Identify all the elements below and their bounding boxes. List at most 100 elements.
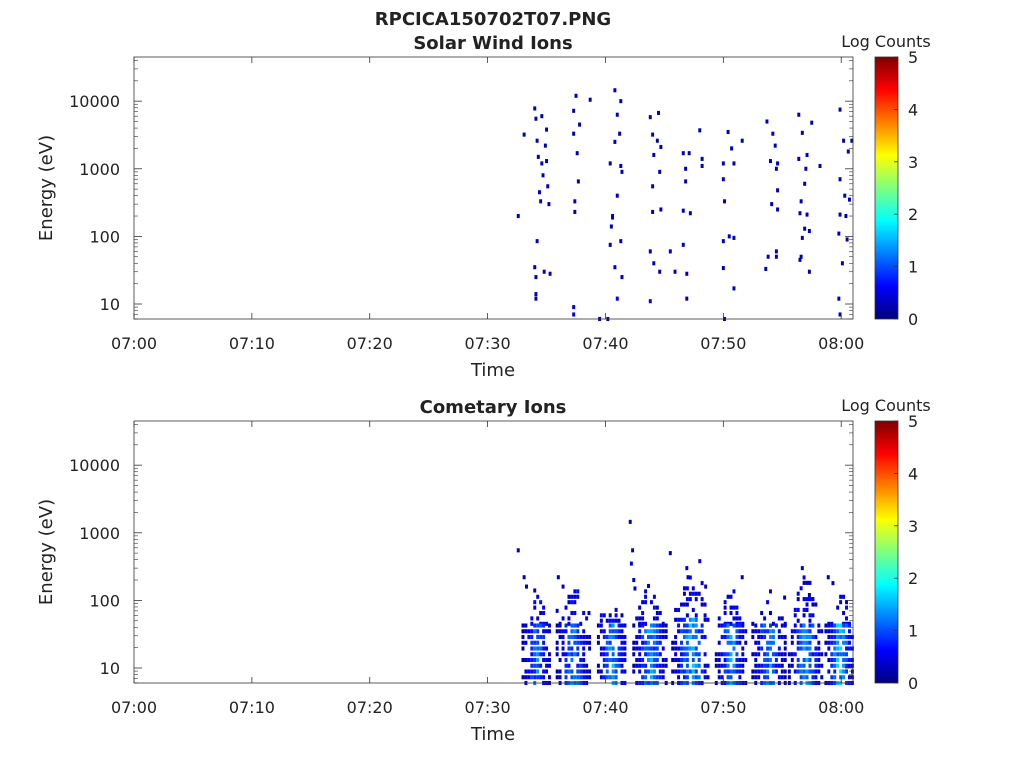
heatmap-cell <box>542 610 546 616</box>
heatmap-cell <box>649 634 653 640</box>
heatmap-cell <box>787 675 791 680</box>
heatmap-cell <box>641 610 645 616</box>
heatmap-cell <box>576 669 580 674</box>
heatmap-cell <box>671 669 675 674</box>
heatmap-cell <box>638 646 642 651</box>
heatmap-cell <box>688 591 692 596</box>
heatmap-cell <box>620 275 624 280</box>
heatmap-cell <box>754 629 758 634</box>
heatmap-cell <box>658 629 662 634</box>
heatmap-cell <box>847 629 851 634</box>
heatmap-cell <box>570 629 574 634</box>
heatmap-cell <box>694 617 698 622</box>
heatmap-cell <box>808 646 812 651</box>
y-axis-label: Energy (eV) <box>36 135 57 241</box>
heatmap-cell <box>661 646 665 651</box>
heatmap-cell <box>697 663 701 668</box>
heatmap-cell <box>721 161 725 166</box>
heatmap-cell <box>548 271 552 276</box>
heatmap-cell <box>842 629 846 634</box>
heatmap-cell <box>680 629 683 634</box>
heatmap-cell <box>682 675 686 680</box>
heatmap-cell <box>811 669 815 674</box>
heatmap-cell <box>820 675 824 680</box>
heatmap-cell <box>839 600 843 605</box>
heatmap-cell <box>655 646 659 651</box>
x-tick-label: 07:10 <box>229 334 275 353</box>
heatmap-cell <box>545 669 549 674</box>
heatmap-cell <box>588 640 592 645</box>
heatmap-cell <box>732 286 736 291</box>
heatmap-cell <box>796 657 800 663</box>
heatmap-cell <box>533 646 537 651</box>
heatmap-cell <box>847 640 851 645</box>
heatmap-cell <box>638 669 642 674</box>
heatmap-cell <box>776 188 780 193</box>
heatmap-cell <box>802 669 806 674</box>
heatmap-cell <box>780 634 784 640</box>
heatmap-cell <box>533 600 537 605</box>
heatmap-cell <box>649 652 653 657</box>
heatmap-cell <box>769 623 772 628</box>
heatmap-cell <box>576 589 580 594</box>
heatmap-cell <box>726 629 730 634</box>
heatmap-cell <box>720 623 724 628</box>
heatmap-cell <box>814 646 818 651</box>
heatmap-cell <box>738 669 742 674</box>
heatmap-cell <box>688 634 692 640</box>
heatmap-cell <box>632 652 636 657</box>
heatmap-cell <box>726 657 730 663</box>
heatmap-cell <box>824 629 828 634</box>
heatmap-cell <box>688 597 692 602</box>
heatmap-cell <box>652 616 656 621</box>
heatmap-cell <box>847 646 851 651</box>
heatmap-cell <box>682 602 686 607</box>
heatmap-cell <box>793 623 797 628</box>
heatmap-cell <box>527 629 531 634</box>
colorbar-gradient <box>874 420 899 684</box>
heatmap-cell <box>647 629 650 634</box>
heatmap-cell <box>796 629 800 634</box>
heatmap-cell <box>805 629 809 634</box>
heatmap-cell <box>740 138 744 143</box>
heatmap-cell <box>638 634 642 640</box>
heatmap-cell <box>842 640 846 645</box>
heatmap-cell <box>845 634 848 640</box>
heatmap-cell <box>757 652 761 657</box>
heatmap-cell <box>521 657 525 663</box>
heatmap-cell <box>763 623 767 628</box>
heatmap-cell <box>808 640 812 645</box>
heatmap-cell <box>827 634 831 640</box>
heatmap-cell <box>652 261 656 266</box>
heatmap-cell <box>783 652 787 657</box>
heatmap-cell <box>567 640 571 645</box>
heatmap-cell <box>533 652 537 657</box>
heatmap-cell <box>685 271 689 276</box>
heatmap-cell <box>619 99 623 104</box>
heatmap-cell <box>842 623 846 628</box>
heatmap-cell <box>644 629 648 634</box>
heatmap-cell <box>674 646 678 651</box>
heatmap-cell <box>658 663 662 668</box>
heatmap-cell <box>843 193 847 198</box>
heatmap-cell <box>575 151 579 156</box>
heatmap-cell <box>641 640 645 645</box>
heatmap-cell <box>677 607 681 613</box>
heatmap-cell <box>649 663 653 668</box>
heatmap-cell <box>599 669 603 674</box>
heatmap-cell <box>582 669 586 674</box>
heatmap-cell <box>811 597 815 602</box>
heatmap-cell <box>766 629 770 634</box>
heatmap-cell <box>850 663 854 668</box>
heatmap-cell <box>602 629 606 634</box>
heatmap-cell <box>766 600 770 605</box>
heatmap-cell <box>522 132 526 137</box>
heatmap-cell <box>836 634 840 640</box>
heatmap-cell <box>723 605 727 610</box>
heatmap-cell <box>685 663 689 668</box>
heatmap-cell <box>536 657 540 663</box>
y-tick-label: 1000 <box>79 160 120 179</box>
heatmap-cell <box>817 652 821 657</box>
heatmap-cell <box>611 652 615 657</box>
